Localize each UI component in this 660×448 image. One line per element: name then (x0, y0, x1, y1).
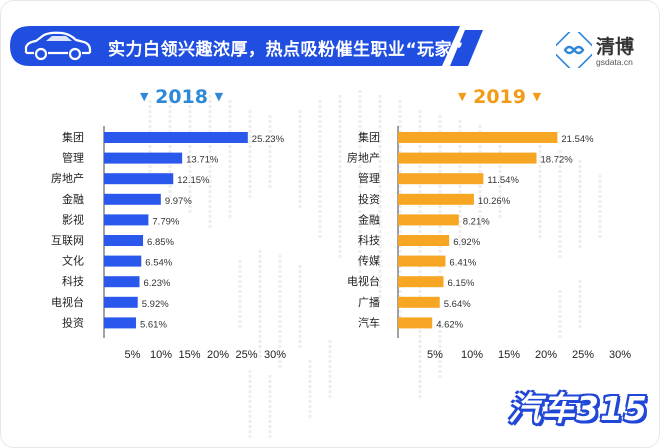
year-2018-heading: ▼ 2018 ▼ (140, 86, 223, 108)
bar-房地产 (104, 173, 174, 185)
value-label: 5.61% (140, 319, 167, 330)
value-label: 4.62% (436, 319, 463, 330)
x-tick-label: 5% (125, 349, 141, 361)
category-label: 管理 (62, 151, 84, 165)
x-tick-label: 20% (207, 349, 229, 361)
value-label: 5.92% (142, 299, 169, 310)
x-tick-label: 25% (572, 349, 594, 361)
category-label: 电视台 (347, 274, 380, 288)
triangle-down-icon: ▼ (458, 90, 467, 103)
category-label: 投资 (358, 192, 380, 206)
value-label: 5.64% (444, 299, 471, 310)
category-label: 科技 (62, 274, 84, 288)
bar-电视台 (398, 276, 444, 288)
category-label: 电视台 (51, 295, 84, 309)
bar-科技 (398, 235, 450, 246)
year-2018-label: 2018 (155, 86, 208, 108)
x-tick-label: 5% (427, 349, 443, 361)
x-tick-label: 30% (609, 349, 631, 361)
value-label: 6.92% (453, 237, 480, 248)
year-2019-label: 2019 (473, 86, 526, 108)
value-label: 10.26% (478, 196, 511, 207)
x-tick-label: 20% (535, 349, 557, 361)
category-label: 集团 (358, 130, 380, 144)
qingbo-logo: 清博 gsdata.cn (556, 32, 651, 68)
value-label: 11.54% (487, 175, 519, 186)
value-label: 25.23% (252, 134, 285, 145)
triangle-down-icon: ▼ (214, 90, 224, 103)
bar-集团 (104, 132, 248, 143)
bar-金融 (104, 193, 161, 205)
category-label: 金融 (62, 192, 84, 206)
triangle-down-icon: ▼ (140, 90, 149, 103)
category-label: 汽车 (358, 315, 380, 329)
logo-name: 清博 (596, 36, 635, 58)
page-title: 实力白领兴趣浓厚，热点吸粉催生职业“玩家” (108, 40, 464, 60)
bar-传媒 (398, 255, 446, 267)
value-label: 6.41% (449, 258, 476, 269)
value-label: 21.54% (561, 134, 594, 145)
bar-广播 (398, 296, 440, 308)
category-label: 房地产 (347, 151, 380, 165)
category-label: 影视 (62, 212, 84, 226)
bar-互联网 (104, 235, 144, 246)
triangle-down-icon: ▼ (532, 90, 542, 103)
bar-管理 (104, 152, 183, 164)
qiche315-watermark: 汽车315 (508, 389, 648, 428)
x-tick-label: 10% (150, 349, 172, 361)
category-label: 文化 (62, 254, 84, 268)
value-label: 6.54% (145, 258, 172, 269)
bar-集团 (398, 132, 558, 143)
logo-url: gsdata.cn (596, 57, 633, 67)
header-banner: 实力白领兴趣浓厚，热点吸粉催生职业“玩家” (10, 26, 483, 66)
category-label: 广播 (358, 295, 380, 309)
bar-影视 (104, 214, 149, 226)
x-tick-label: 25% (235, 349, 257, 361)
category-label: 房地产 (51, 171, 84, 185)
bar-管理 (398, 173, 484, 185)
year-2019-heading: ▼ 2019 ▼ (458, 86, 541, 108)
bar-汽车 (398, 317, 433, 329)
value-label: 6.85% (147, 237, 174, 248)
value-label: 6.23% (144, 278, 171, 289)
x-tick-label: 15% (178, 349, 200, 361)
bar-金融 (398, 214, 459, 226)
bar-投资 (104, 317, 136, 329)
value-label: 9.97% (165, 196, 192, 207)
bar-文化 (104, 255, 142, 267)
category-label: 管理 (358, 171, 380, 185)
x-tick-label: 10% (461, 349, 483, 361)
car-icon (24, 31, 92, 61)
category-label: 集团 (62, 130, 84, 144)
x-tick-label: 30% (264, 349, 286, 361)
value-label: 6.15% (448, 278, 475, 289)
value-label: 8.21% (463, 216, 490, 227)
category-label: 互联网 (51, 234, 84, 247)
category-label: 传媒 (358, 255, 380, 268)
value-label: 12.15% (177, 175, 210, 186)
category-label: 投资 (62, 315, 84, 329)
bar-电视台 (104, 296, 138, 308)
value-label: 18.72% (541, 155, 574, 166)
bar-投资 (398, 193, 474, 205)
banner-shape (10, 26, 483, 66)
category-label: 金融 (358, 212, 380, 226)
x-tick-label: 15% (498, 349, 520, 361)
value-label: 13.71% (186, 155, 219, 166)
qingbo-logo-icon (556, 32, 592, 68)
value-label: 7.79% (152, 216, 179, 227)
bar-科技 (104, 276, 140, 288)
category-label: 科技 (358, 233, 380, 247)
bar-房地产 (398, 152, 537, 164)
